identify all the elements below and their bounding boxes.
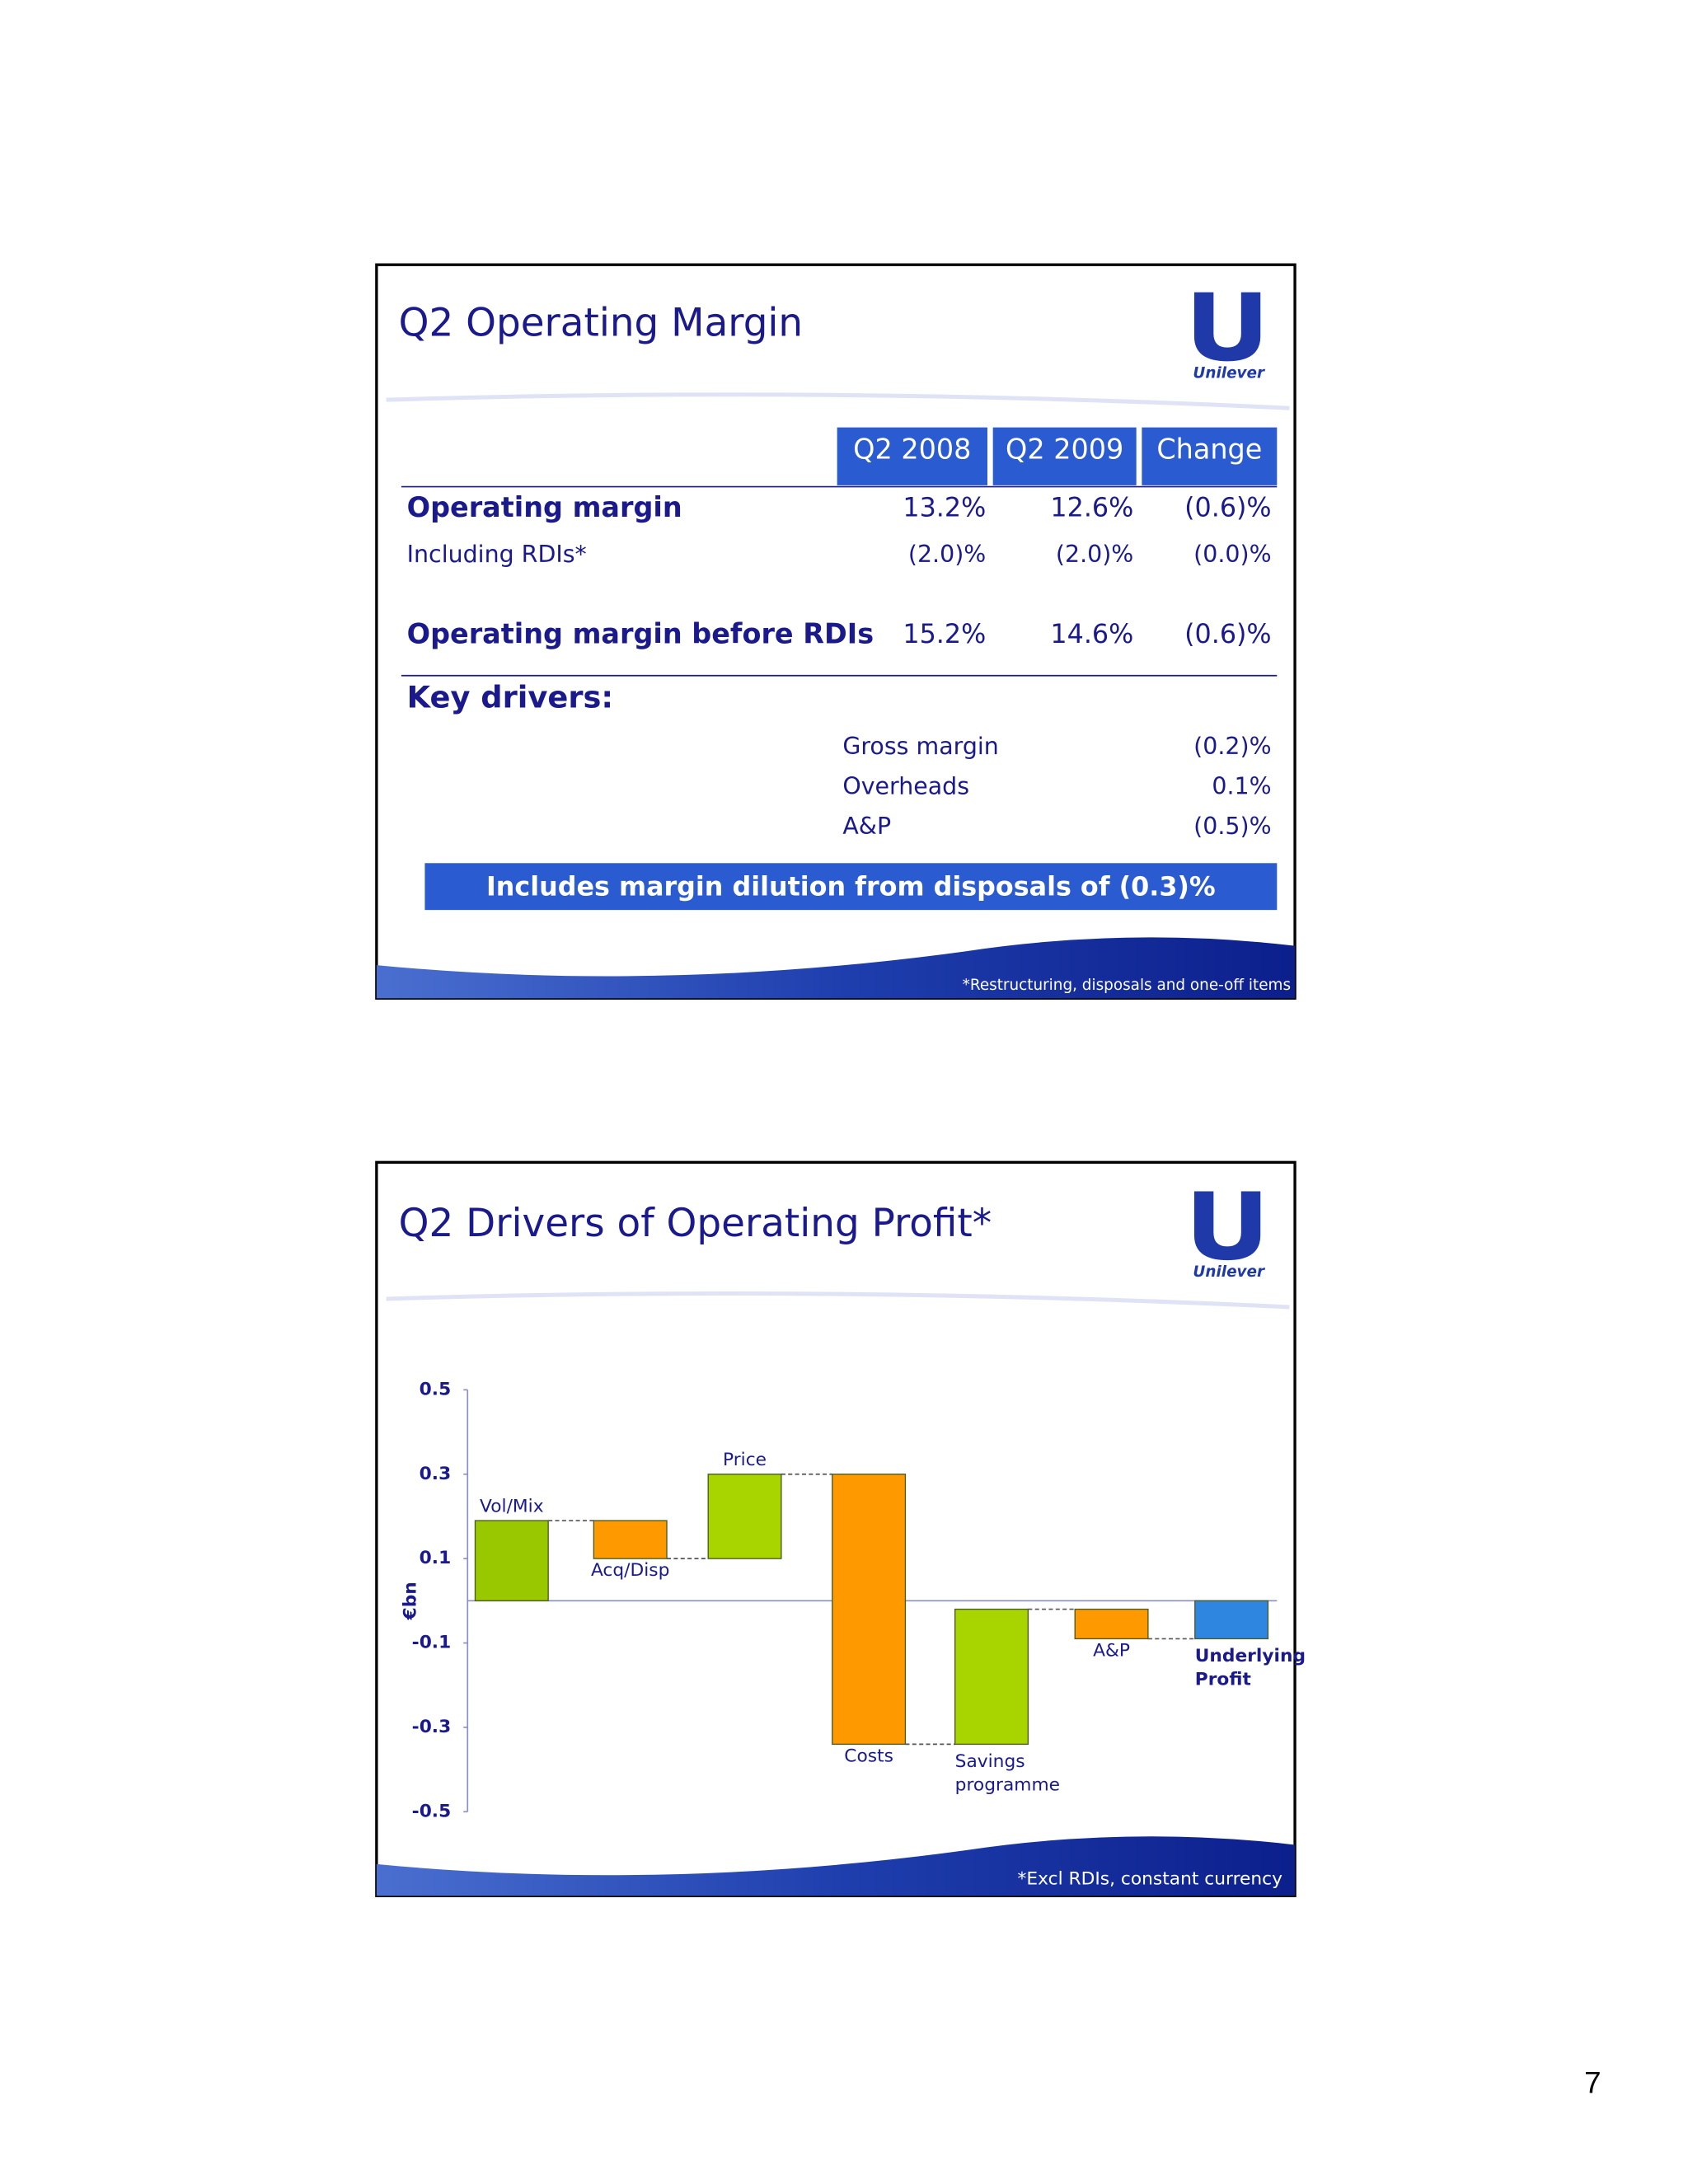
row-label: Operating margin (407, 491, 682, 523)
logo-text: Unilever (1193, 1263, 1266, 1281)
driver-label: Overheads (842, 772, 969, 799)
page-number: 7 (1584, 2065, 1601, 2099)
driver-label: A&P (842, 813, 891, 840)
slide-1: Q2 Operating Margin Unilever Q2 2008 Q2 2… (375, 263, 1296, 1000)
bar (474, 1520, 549, 1601)
divider (386, 392, 1290, 410)
y-tick-label: -0.1 (412, 1633, 452, 1653)
cell: (0.6)% (1184, 493, 1272, 523)
row-label: Operating margin before RDIs (407, 618, 874, 650)
header-cell (992, 427, 1137, 485)
column-header: Q2 2008 (853, 434, 971, 466)
cell: 13.2% (903, 493, 986, 523)
chart-title: Q2 Drivers of Operating Profit* (399, 1202, 992, 1246)
category-label: Underlying Profit (1195, 1646, 1312, 1690)
slide-2: Q2 Drivers of Operating Profit* Unilever… (375, 1160, 1312, 1898)
section-label: Key drivers: (407, 680, 613, 715)
category-label: Acq/Disp (591, 1560, 669, 1581)
footnote: *Restructuring, disposals and one-off it… (963, 977, 1291, 994)
wave (376, 1836, 1296, 1896)
bar (954, 1608, 1029, 1746)
callout-box (424, 863, 1278, 911)
wave (376, 937, 1296, 999)
y-axis-label: €bn (401, 1582, 421, 1620)
header-cell (837, 427, 987, 485)
bar (1074, 1608, 1149, 1640)
category-label: Costs (844, 1746, 893, 1766)
cell: 14.6% (1050, 620, 1133, 649)
column-header: Change (1156, 434, 1262, 466)
logo: Unilever (1193, 1191, 1266, 1281)
y-tick-label: 0.3 (420, 1464, 452, 1484)
cell: (2.0)% (908, 541, 986, 568)
bar (593, 1520, 668, 1559)
footnote: *Excl RDIs, constant currency (1018, 1868, 1283, 1889)
logo-text: Unilever (1193, 364, 1266, 382)
y-tick-label: 0.5 (420, 1379, 452, 1399)
slide-title: Q2 Operating Margin (399, 301, 803, 345)
divider (386, 1291, 1290, 1310)
driver-value: (0.2)% (1193, 733, 1271, 760)
table: Q2 2008 Q2 2009 Change Operating margin 13.2… (401, 427, 1278, 911)
chart: 0.5 0.3 0.1 -0.1 -0.3 -0.5 Vol/Mix Acq/Disp Pric… (412, 1379, 1312, 1821)
cell: 15.2% (903, 620, 986, 649)
cell: 12.6% (1050, 493, 1133, 523)
y-tick-label: 0.1 (420, 1548, 452, 1568)
row-label: Including RDIs* (407, 541, 587, 568)
driver-label: Gross margin (842, 733, 998, 760)
driver-value: (0.5)% (1193, 813, 1271, 840)
cell: (2.0)% (1056, 541, 1133, 568)
bar (1194, 1600, 1269, 1640)
cell: (0.0)% (1193, 541, 1271, 568)
bar (707, 1474, 782, 1559)
category-label: Savings programme (955, 1751, 1060, 1795)
callout: Includes margin dilution from disposals … (486, 872, 1216, 902)
category-label: Vol/Mix (480, 1496, 544, 1516)
y-tick-label: -0.3 (412, 1717, 452, 1737)
bar (832, 1474, 907, 1746)
y-tick-label: -0.5 (412, 1801, 452, 1821)
column-header: Q2 2009 (1006, 434, 1123, 466)
logo: Unilever (1193, 292, 1266, 382)
category-label: A&P (1093, 1640, 1130, 1661)
cell: (0.6)% (1184, 620, 1272, 649)
header-cell (1142, 427, 1278, 485)
driver-value: 0.1% (1212, 772, 1271, 799)
category-label: Price (723, 1450, 767, 1470)
